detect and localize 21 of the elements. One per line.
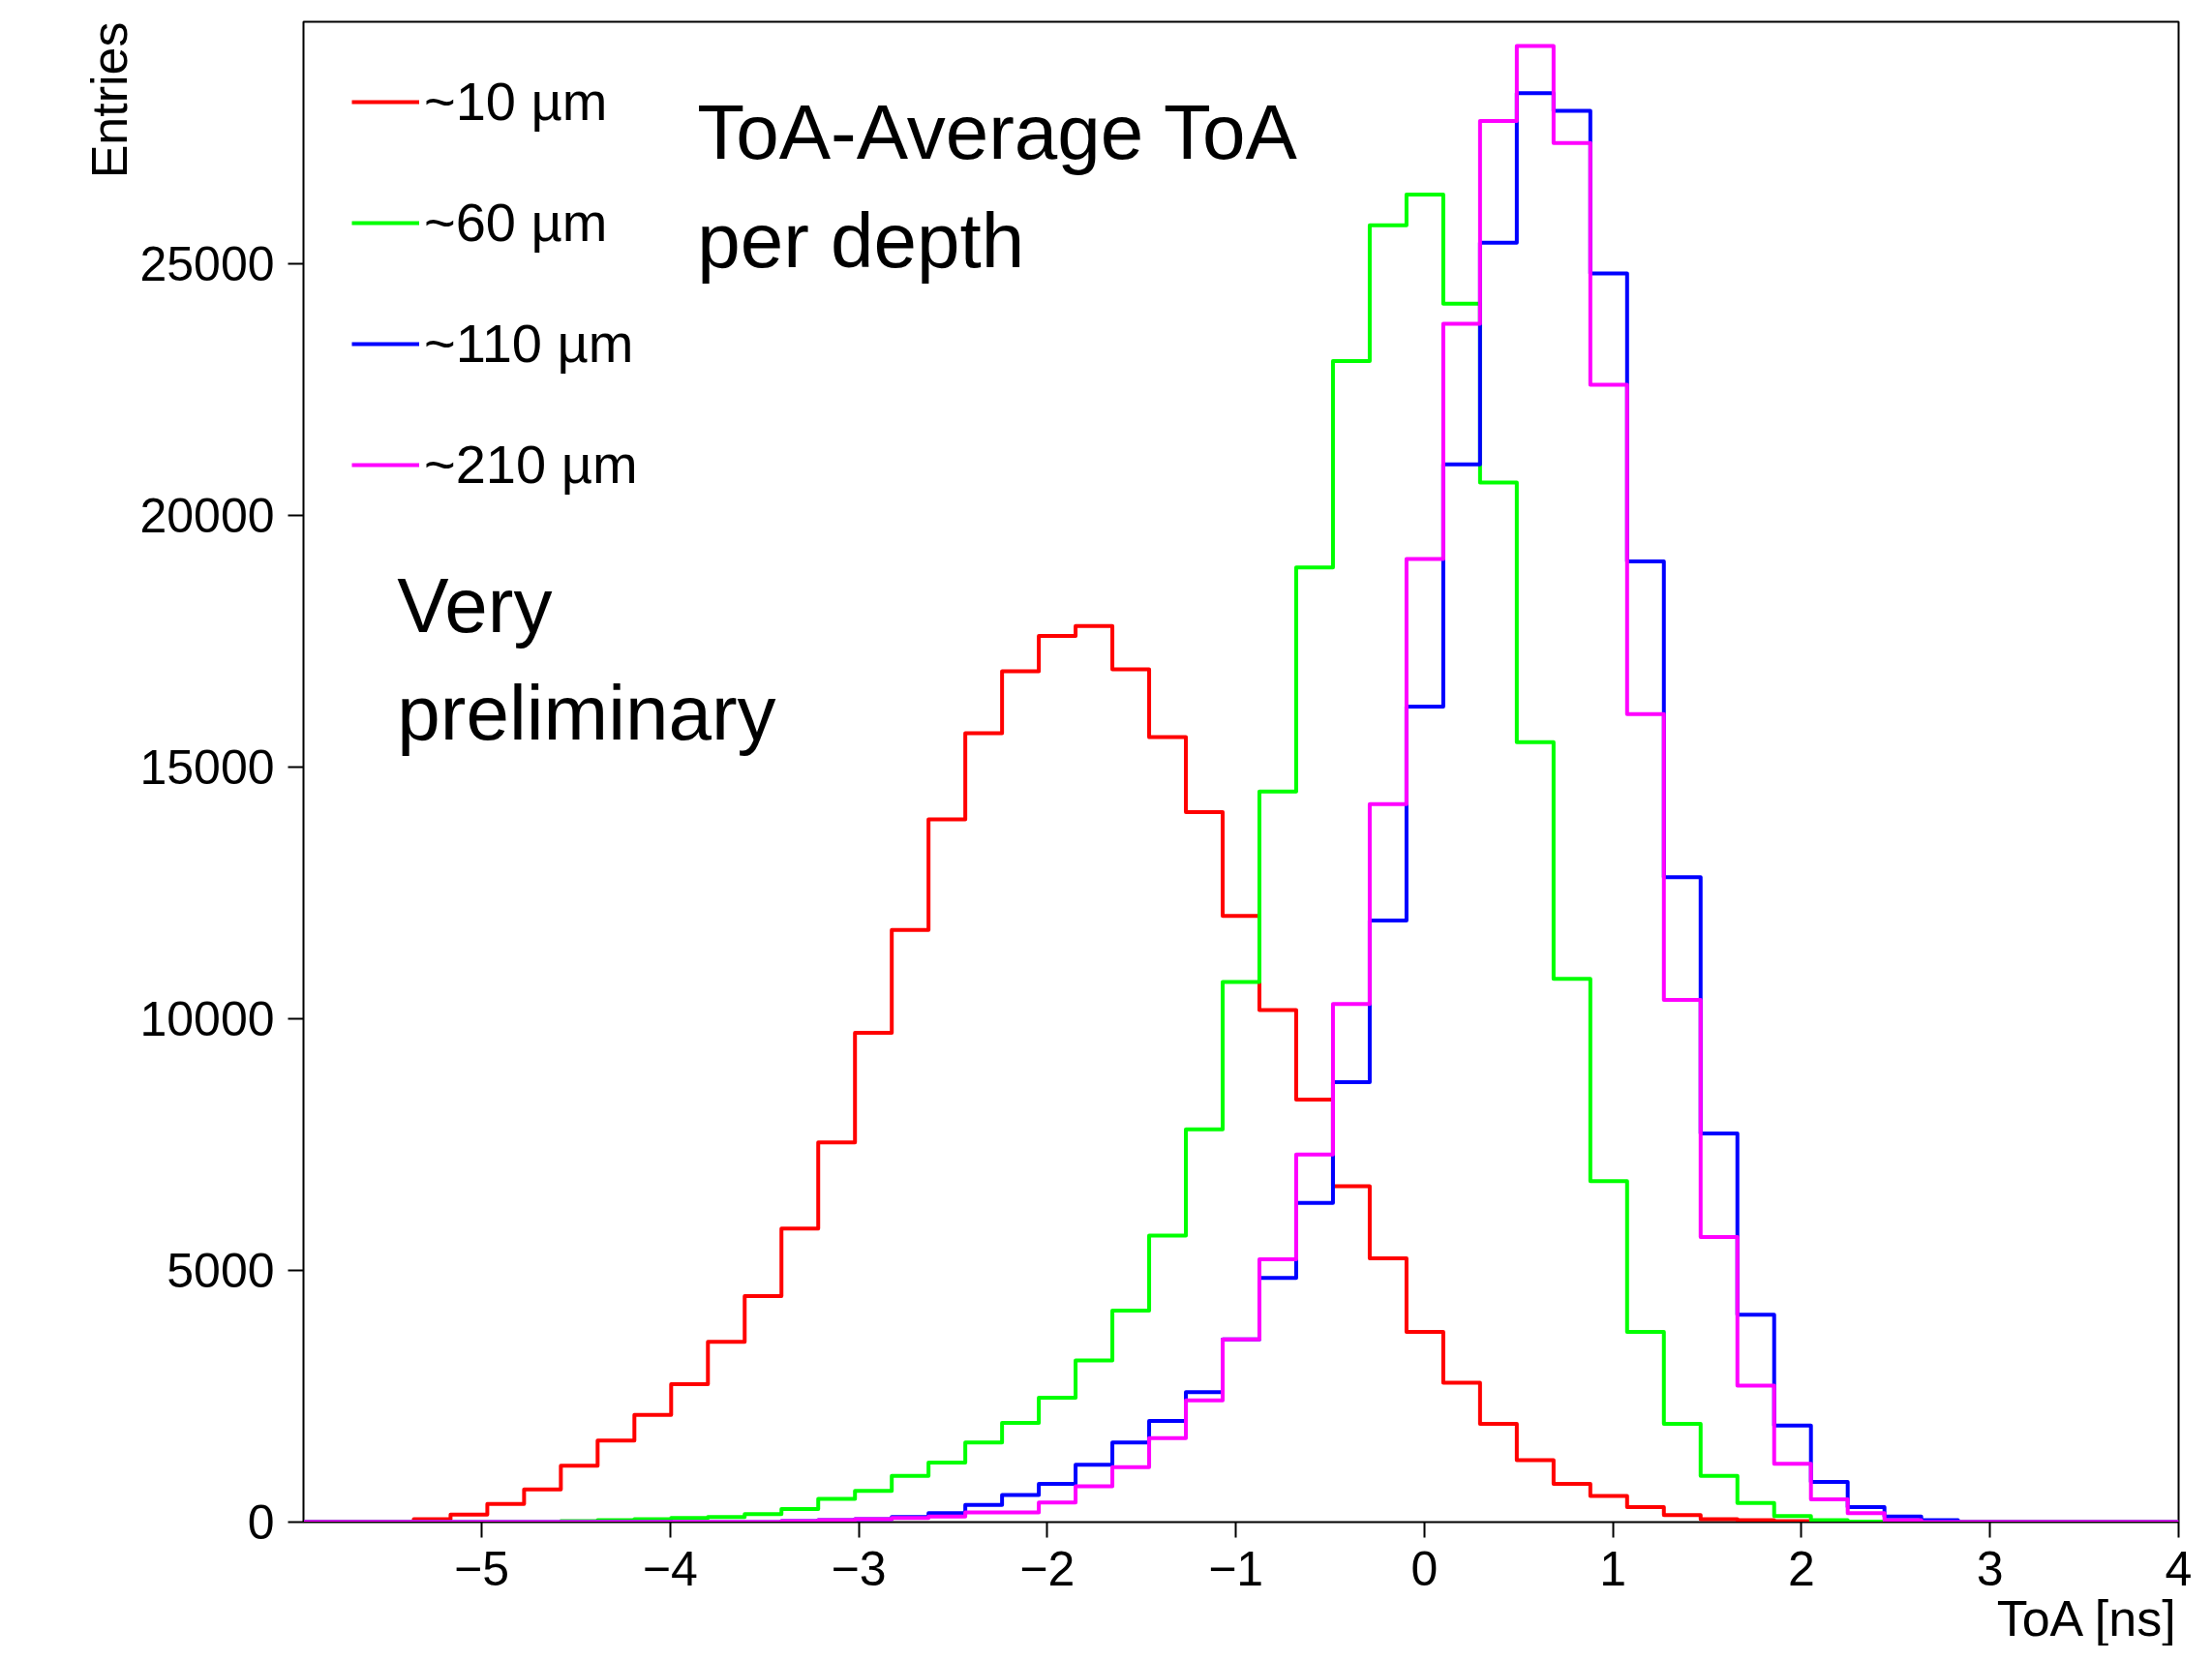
y-axis-title: Entries xyxy=(80,21,137,179)
x-tick-label: 2 xyxy=(1788,1541,1815,1596)
y-tick-label: 0 xyxy=(247,1495,275,1550)
x-tick-label: −1 xyxy=(1208,1541,1264,1596)
legend-label: ~10 µm xyxy=(424,70,608,133)
x-tick-label: −5 xyxy=(454,1541,510,1596)
x-tick-label: −4 xyxy=(642,1541,698,1596)
y-tick-label: 15000 xyxy=(139,740,275,795)
y-tick-label: 20000 xyxy=(139,488,275,543)
y-tick-label: 25000 xyxy=(139,236,275,291)
y-tick-label: 10000 xyxy=(139,991,275,1046)
legend-label: ~60 µm xyxy=(424,191,608,254)
x-tick-label: 0 xyxy=(1410,1541,1439,1596)
y-tick-label: 5000 xyxy=(167,1243,275,1298)
x-tick-label: −2 xyxy=(1019,1541,1076,1596)
x-tick-label: 1 xyxy=(1599,1541,1627,1596)
annotation: ToA-Average ToA per depth xyxy=(697,89,1298,284)
legend-label: ~110 µm xyxy=(424,312,634,375)
x-tick-label: −3 xyxy=(831,1541,887,1596)
annotation: Very preliminary xyxy=(397,561,776,756)
legend-label: ~210 µm xyxy=(424,433,638,496)
